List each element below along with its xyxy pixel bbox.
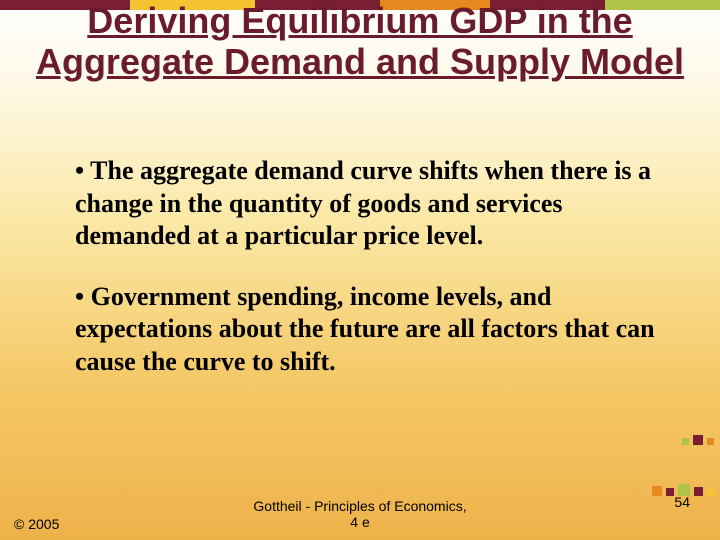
footer-citation-line2: 4 e [350,514,369,530]
slide-title: Deriving Equilibrium GDP in the Aggregat… [0,0,720,83]
bullet-item: • Government spending, income levels, an… [75,281,665,379]
bullet-text: Government spending, income levels, and … [75,282,655,376]
bullet-list: • The aggregate demand curve shifts when… [75,155,665,406]
footer-citation-line1: Gottheil - Principles of Economics, [253,498,466,514]
decor-squares-icon [648,484,714,496]
slide-number: 54 [674,494,690,510]
footer-citation: Gottheil - Principles of Economics, 4 e [0,498,720,530]
decor-squares-icon [678,435,714,445]
bullet-text: The aggregate demand curve shifts when t… [75,156,651,250]
bullet-item: • The aggregate demand curve shifts when… [75,155,665,253]
